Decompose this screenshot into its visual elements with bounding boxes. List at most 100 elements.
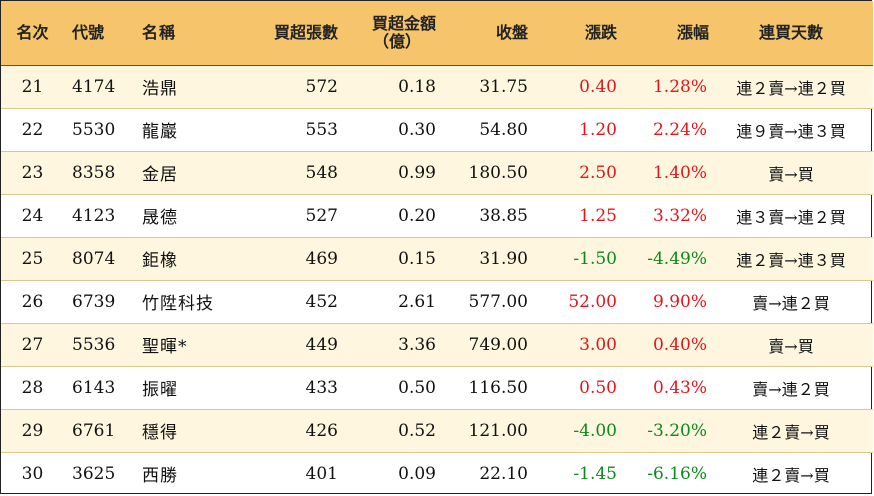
net-buy-amount-cell: 0.09	[398, 463, 436, 484]
table-row[interactable]: 26 6739 竹陞科技 452 2.61 577.00 52.00 9.90% 賣→連２買	[1, 280, 873, 324]
net-buy-lots-cell: 426	[238, 409, 338, 453]
header-rank[interactable]: 名次	[1, 1, 64, 66]
table-row[interactable]: 29 6761 穩得 426 0.52 121.00 -4.00 -3.20% 連２賣→買	[1, 409, 873, 453]
change-cell: -4.00	[528, 409, 617, 453]
net-buy-lots-cell: 572	[238, 65, 338, 109]
table-header-row: 名次 代號 名稱 買超張數 買超金額 （億） 收盤 漲跌 漲幅 連買天數	[1, 1, 873, 66]
change-pct-cell: -4.49%	[617, 237, 709, 281]
change-cell: 52.00	[528, 280, 617, 324]
close-price-cell: 121.00	[436, 409, 528, 453]
net-buy-lots-cell: 527	[238, 194, 338, 238]
net-buy-amount-cell: 0.18	[338, 65, 436, 109]
close-price-cell: 22.10	[479, 463, 528, 484]
change-cell: 1.25	[528, 194, 617, 238]
consecutive-days-cell: 賣→連２買	[709, 366, 873, 410]
table-row[interactable]: 22 5530 龍巖 553 0.30 54.80 1.20 2.24% 連９賣→連３買	[1, 108, 873, 152]
change-cell: -1.50	[528, 237, 617, 281]
net-buy-lots-cell: 449	[238, 323, 338, 367]
header-change-pct[interactable]: 漲幅	[617, 1, 709, 66]
name-cell: 浩鼎	[128, 65, 238, 109]
name-cell: 金居	[128, 151, 238, 195]
close-price-cell: 54.80	[436, 108, 528, 152]
net-buy-amount-cell: 0.50	[338, 366, 436, 410]
net-buy-amount-cell: 0.30	[338, 108, 436, 152]
rank-cell: 29	[1, 409, 64, 453]
consecutive-days-cell: 賣→買	[709, 151, 873, 195]
code-cell: 4123	[64, 194, 128, 238]
change-pct-cell: 0.43%	[617, 366, 709, 410]
code-cell: 8358	[64, 151, 128, 195]
table-body: 21 4174 浩鼎 572 0.18 31.75 0.40 1.28% 連２賣→連２買 22 55…	[1, 65, 873, 495]
table-row[interactable]: 25 8074 鉅橡 469 0.15 31.90 -1.50 -4.49% 連２賣→連３買	[1, 237, 873, 281]
close-price-cell: 749.00	[436, 323, 528, 367]
code-cell: 8074	[64, 237, 128, 281]
code-cell: 4174	[64, 65, 128, 109]
net-buy-lots-cell: 553	[238, 108, 338, 152]
consecutive-days-cell: 連９賣→連３買	[709, 108, 873, 152]
table-row[interactable]: 21 4174 浩鼎 572 0.18 31.75 0.40 1.28% 連２賣→連２買	[1, 65, 873, 109]
rank-cell: 21	[1, 65, 64, 109]
name-cell: 鉅橡	[128, 237, 238, 281]
net-buy-lots-cell: 548	[238, 151, 338, 195]
name-cell: 竹陞科技	[128, 280, 238, 324]
rank-cell: 28	[1, 366, 64, 410]
header-name[interactable]: 名稱	[128, 1, 238, 66]
close-price-cell: 31.75	[436, 65, 528, 109]
net-buy-amount-cell: 3.36	[338, 323, 436, 367]
net-buy-amount-cell: 0.15	[338, 237, 436, 281]
code-cell: 6739	[64, 280, 128, 324]
change-pct-cell: 1.40%	[617, 151, 709, 195]
name-cell: 穩得	[128, 409, 238, 453]
table-row[interactable]: 28 6143 振曜 433 0.50 116.50 0.50 0.43% 賣→連２買	[1, 366, 873, 410]
rank-cell: 30	[21, 463, 44, 484]
change-cell: 3.00	[528, 323, 617, 367]
change-pct-cell: 9.90%	[617, 280, 709, 324]
header-net-buy-lots[interactable]: 買超張數	[238, 1, 338, 66]
close-price-cell: 116.50	[436, 366, 528, 410]
net-buy-lots-cell: 469	[238, 237, 338, 281]
header-net-buy-amount-line2: （億）	[372, 31, 421, 51]
header-code[interactable]: 代號	[64, 1, 128, 66]
header-consecutive-days[interactable]: 連買天數	[709, 1, 873, 66]
change-pct-cell: 3.32%	[617, 194, 709, 238]
rank-cell: 27	[1, 323, 64, 367]
change-cell: 1.20	[528, 108, 617, 152]
table-row[interactable]: 30 3625 西勝 401 0.09 22.10 -1.45 -6.16% 連２賣→買	[1, 452, 873, 495]
header-net-buy-amount-line1: 買超金額	[371, 13, 436, 33]
change-pct-cell: 2.24%	[617, 108, 709, 152]
close-price-cell: 38.85	[436, 194, 528, 238]
net-buy-amount-cell: 2.61	[338, 280, 436, 324]
change-cell: -1.45	[573, 463, 617, 484]
change-pct-cell: -6.16%	[647, 463, 707, 484]
change-cell: 0.40	[528, 65, 617, 109]
code-cell: 5536	[64, 323, 128, 367]
change-pct-cell: 0.40%	[617, 323, 709, 367]
net-buy-lots-cell: 401	[305, 463, 338, 484]
code-cell: 6143	[64, 366, 128, 410]
rank-cell: 25	[1, 237, 64, 281]
net-buy-lots-cell: 433	[238, 366, 338, 410]
consecutive-days-cell: 連２賣→連３買	[709, 237, 873, 281]
header-change[interactable]: 漲跌	[528, 1, 617, 66]
code-cell: 5530	[64, 108, 128, 152]
change-cell: 2.50	[528, 151, 617, 195]
table-row[interactable]: 24 4123 晟德 527 0.20 38.85 1.25 3.32% 連３賣→連２買	[1, 194, 873, 238]
change-pct-cell: 1.28%	[617, 65, 709, 109]
net-buy-amount-cell: 0.20	[338, 194, 436, 238]
code-cell: 6761	[64, 409, 128, 453]
net-buy-lots-cell: 452	[238, 280, 338, 324]
close-price-cell: 577.00	[436, 280, 528, 324]
change-cell: 0.50	[528, 366, 617, 410]
name-cell: 聖暉*	[128, 323, 238, 367]
table-row[interactable]: 27 5536 聖暉* 449 3.36 749.00 3.00 0.40% 賣→買	[1, 323, 873, 367]
rank-cell: 22	[1, 108, 64, 152]
table-row[interactable]: 23 8358 金居 548 0.99 180.50 2.50 1.40% 賣→買	[1, 151, 873, 195]
consecutive-days-cell: 連２賣→連２買	[709, 65, 873, 109]
name-cell: 西勝	[142, 466, 178, 487]
name-cell: 晟德	[128, 194, 238, 238]
consecutive-days-cell: 賣→買	[709, 323, 873, 367]
header-close[interactable]: 收盤	[436, 1, 528, 66]
name-cell: 振曜	[128, 366, 238, 410]
header-net-buy-amount[interactable]: 買超金額 （億）	[338, 1, 436, 66]
